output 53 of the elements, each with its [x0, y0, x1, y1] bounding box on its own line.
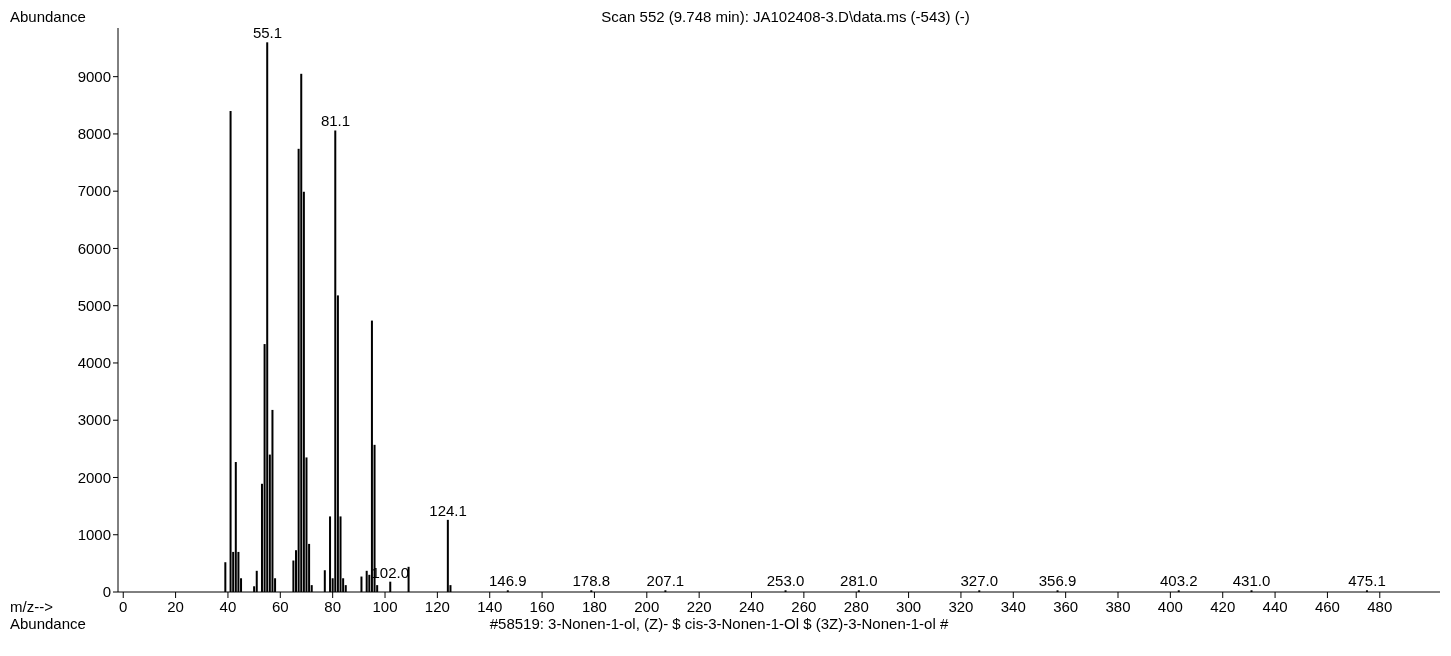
- x-tick-label: 40: [219, 598, 237, 615]
- x-tick-label: 380: [1105, 598, 1131, 615]
- annotation: 327.0: [960, 572, 999, 590]
- annotation: 124.1: [429, 501, 467, 519]
- x-tick-label: 320: [948, 598, 974, 615]
- y-tick-label: 8000: [77, 125, 111, 143]
- y-axis-title: Abundance: [10, 8, 86, 25]
- annotation: 146.9: [489, 572, 527, 590]
- x-axis-title: m/z-->: [10, 598, 54, 615]
- x-tick-label: 80: [324, 598, 342, 615]
- x-tick-label: 420: [1210, 598, 1236, 615]
- x-tick-label: 460: [1314, 598, 1340, 615]
- x-tick-label: 400: [1157, 598, 1183, 615]
- annotation: 431.0: [1232, 572, 1271, 590]
- x-tick-label: 220: [686, 598, 712, 615]
- y-tick-label: 1000: [77, 525, 111, 543]
- annotation: 207.1: [646, 572, 685, 590]
- y-tick-label: 3000: [77, 411, 111, 429]
- annotation: 81.1: [320, 112, 351, 130]
- annotation: 281.0: [840, 572, 878, 590]
- annotation: 475.1: [1348, 572, 1386, 590]
- x-tick-label: 100: [372, 598, 398, 615]
- x-tick-label: 480: [1367, 598, 1393, 615]
- x-tick-label: 360: [1053, 598, 1079, 615]
- x-tick-label: 440: [1262, 598, 1288, 615]
- annotation: 178.8: [572, 572, 611, 590]
- x-tick-label: 200: [634, 598, 660, 615]
- text: Abundance: [10, 615, 86, 632]
- y-tick-label: 4000: [77, 354, 111, 372]
- annotation: 253.0: [766, 572, 805, 590]
- y-tick-label: 5000: [77, 296, 111, 314]
- x-tick-label: 280: [843, 598, 869, 615]
- annotation: 55.1: [252, 24, 283, 42]
- x-tick-label: 160: [529, 598, 555, 615]
- y-tick-label: 0: [102, 583, 111, 601]
- x-tick-label: 60: [271, 598, 289, 615]
- x-tick-label: 180: [581, 598, 607, 615]
- text: #58519: 3-Nonen-1-ol, (Z)- $ cis-3-Nonen-1-Ol $ (3Z)-3-Nonen-1-ol #: [489, 615, 949, 632]
- x-tick-label: 340: [1000, 598, 1026, 615]
- x-tick-label: 0: [119, 598, 128, 615]
- x-tick-label: 240: [739, 598, 765, 615]
- annotation: 356.9: [1038, 572, 1077, 590]
- y-tick-label: 2000: [77, 468, 111, 486]
- x-tick-label: 140: [477, 598, 503, 615]
- x-tick-label: 260: [791, 598, 817, 615]
- y-tick-label: 9000: [77, 67, 111, 85]
- annotation: 403.2: [1159, 572, 1198, 590]
- x-tick-label: 20: [167, 598, 184, 615]
- x-tick-label: 300: [896, 598, 922, 615]
- chart-title: Scan 552 (9.748 min): JA102408-3.D\data.ms (-543) (-): [601, 8, 970, 25]
- y-tick-label: 6000: [77, 239, 111, 257]
- x-tick-label: 120: [424, 598, 450, 615]
- y-tick-label: 7000: [77, 182, 111, 200]
